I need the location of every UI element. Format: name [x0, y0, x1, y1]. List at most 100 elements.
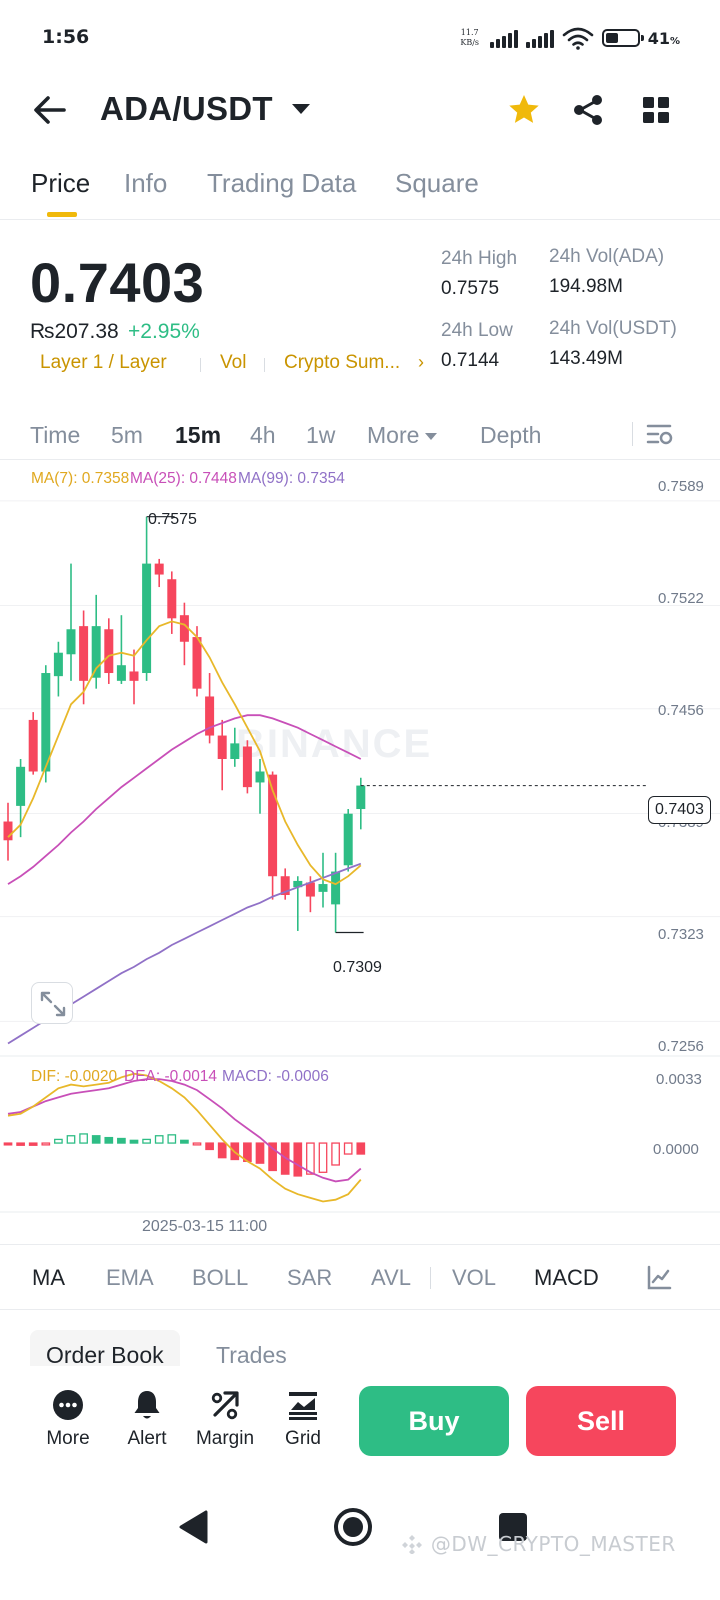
chart-settings-icon[interactable] [646, 422, 674, 448]
y-tick-label: 0.7522 [658, 590, 704, 607]
interval-5m[interactable]: 5m [111, 422, 143, 448]
indicator-sar[interactable]: SAR [287, 1265, 333, 1290]
interval-15m[interactable]: 15m [175, 422, 222, 448]
margin-button[interactable]: Margin [190, 1388, 260, 1450]
nav-home-icon[interactable] [330, 1504, 376, 1550]
candle-body [230, 743, 240, 759]
interval-divider [632, 422, 633, 446]
expand-chart-button[interactable] [31, 982, 73, 1024]
dea-legend: DEA: -0.0014 [124, 1068, 218, 1085]
tag-layer1[interactable]: Layer 1 / Layer [40, 352, 167, 373]
nav-back-icon[interactable] [172, 1504, 218, 1550]
tab-square[interactable]: Square [395, 168, 479, 198]
more-label: More [46, 1428, 90, 1449]
candle-body [318, 884, 328, 892]
tag-crypto-summary[interactable]: Crypto Sum... [284, 352, 401, 373]
candle-body [331, 871, 341, 905]
tab-trades[interactable]: Trades [216, 1342, 287, 1368]
back-arrow-icon[interactable] [30, 92, 70, 128]
candle-body [280, 876, 290, 895]
interval-more[interactable]: More [367, 422, 438, 449]
vol-usdt-value: 143.49M [549, 348, 623, 369]
grid-bot-button[interactable]: Grid [268, 1388, 338, 1450]
more-button[interactable]: More [33, 1388, 103, 1450]
candle-body [217, 735, 227, 759]
star-icon[interactable] [506, 92, 542, 128]
candle-body [192, 637, 202, 689]
candle-body [116, 665, 126, 681]
caret-down-icon[interactable] [292, 104, 310, 114]
battery-fill [605, 33, 618, 43]
macd-histogram-bar [28, 1142, 38, 1146]
interval-1w[interactable]: 1w [306, 422, 336, 448]
price-change: +2.95% [128, 320, 200, 343]
share-icon[interactable] [570, 92, 606, 128]
candle-body [167, 579, 177, 619]
candle-body [356, 785, 366, 810]
macd-histogram-bar [331, 1142, 340, 1166]
grid-icon[interactable] [638, 92, 674, 128]
status-bar: 1:56 11.7 KB/s 41% [0, 0, 720, 70]
indicator-macd[interactable]: MACD [534, 1265, 599, 1290]
fiat-price: ₨207.38 [30, 320, 119, 343]
macd-histogram-bar [66, 1135, 76, 1144]
ma25-legend: MA(25): 0.7448 [130, 470, 237, 487]
tab-price[interactable]: Price [31, 168, 91, 198]
watermark: BINANCE [236, 722, 433, 766]
macd-histogram-bar [142, 1138, 151, 1144]
tab-info[interactable]: Info [124, 168, 168, 198]
candle-body [305, 882, 315, 897]
y-tick-label: 0.7456 [658, 702, 704, 719]
candle-body [28, 719, 38, 772]
y-tick-label: 0.7323 [658, 926, 704, 943]
candle-body [154, 563, 164, 575]
low-marker-label: 0.7309 [333, 959, 382, 976]
macd-histogram-bar [180, 1139, 189, 1144]
tag-vol[interactable]: Vol [220, 352, 247, 373]
macd-legend: MACD: -0.0006 [222, 1068, 329, 1085]
interval-depth[interactable]: Depth [480, 422, 542, 448]
last-price-tag[interactable]: 0.7403 [648, 796, 711, 824]
ma7-legend: MA(7): 0.7358 [31, 470, 130, 487]
interval-time[interactable]: Time [30, 422, 81, 448]
binance-logo-icon [402, 1535, 422, 1555]
candle-body [104, 629, 114, 674]
macd-histogram-bar [104, 1136, 114, 1144]
tab-trading-data[interactable]: Trading Data [207, 168, 357, 198]
indicator-settings-icon[interactable] [646, 1265, 672, 1291]
macd-histogram-bar [129, 1139, 139, 1144]
interval-4h[interactable]: 4h [250, 422, 276, 448]
alert-button[interactable]: Alert [112, 1388, 182, 1450]
sell-button[interactable]: Sell [526, 1386, 676, 1456]
credit-text: @DW_CRYPTO_MASTER [430, 1532, 676, 1556]
pair-title[interactable]: ADA/USDT [100, 90, 273, 127]
indicator-boll[interactable]: BOLL [192, 1265, 249, 1290]
header: ADA/USDT [0, 80, 720, 140]
indicator-bar: MA EMA BOLL SAR AVL VOL MACD [0, 1244, 720, 1310]
macd-histogram-bar [154, 1135, 164, 1144]
bell-icon [134, 1391, 160, 1419]
signal-bars-1-icon [489, 28, 518, 48]
x-axis-date-label: 2025-03-15 11:00 [142, 1218, 268, 1235]
network-speed-value: 11.7 [460, 28, 479, 37]
caret-down-icon [425, 433, 438, 441]
wifi-icon [562, 27, 594, 50]
candle-body [142, 563, 152, 674]
indicator-vol[interactable]: VOL [452, 1265, 497, 1290]
indicator-ma[interactable]: MA [32, 1265, 65, 1290]
ma99-legend: MA(99): 0.7354 [238, 470, 345, 487]
bottom-action-bar: More Alert Margin Grid Buy Sell [0, 1366, 720, 1486]
interval-bar: Time 5m 15m 4h 1w More Depth [0, 410, 720, 460]
chevron-right-icon[interactable]: › [418, 352, 424, 372]
candle-body [79, 626, 89, 681]
high-label: 24h High [441, 248, 518, 269]
buy-button[interactable]: Buy [359, 1386, 509, 1456]
nav-recents-icon[interactable] [490, 1504, 536, 1550]
macd-histogram-bar [167, 1134, 177, 1144]
candle-body [293, 880, 303, 888]
candlestick-chart[interactable] [0, 462, 720, 1244]
indicator-ema[interactable]: EMA [106, 1265, 154, 1290]
more-icon [53, 1390, 83, 1420]
candle-body [41, 673, 51, 772]
indicator-avl[interactable]: AVL [371, 1265, 411, 1290]
